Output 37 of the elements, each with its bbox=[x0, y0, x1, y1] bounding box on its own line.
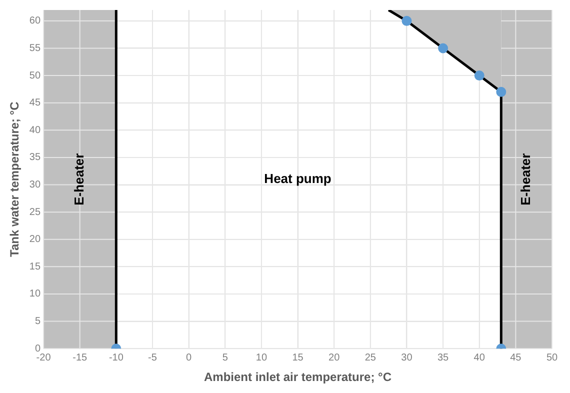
x-tick-label: 30 bbox=[401, 352, 413, 364]
y-tick-label: 35 bbox=[29, 152, 41, 164]
x-tick-label: -5 bbox=[148, 352, 158, 364]
x-tick-label: 25 bbox=[364, 352, 376, 364]
x-tick-label: 35 bbox=[437, 352, 450, 364]
point bbox=[402, 16, 412, 26]
x-tick-label: 20 bbox=[328, 352, 340, 364]
y-tick-label: 55 bbox=[29, 42, 41, 54]
y-tick-label: 0 bbox=[34, 343, 41, 354]
point bbox=[474, 70, 484, 81]
x-axis-title: Ambient inlet air temperature; °C bbox=[204, 370, 392, 384]
x-tick-label: -20 bbox=[36, 352, 52, 364]
y-tick-label: 15 bbox=[29, 261, 41, 272]
annotation: Heat pump bbox=[264, 170, 332, 186]
point bbox=[496, 86, 506, 97]
x-tick-label: 50 bbox=[546, 352, 558, 364]
y-axis-title: Tank water temperature; °C bbox=[8, 101, 22, 257]
x-tick-label: 15 bbox=[292, 352, 304, 364]
y-tick-label: 40 bbox=[29, 124, 41, 136]
x-tick-label: -15 bbox=[72, 352, 88, 364]
x-tick-label: 10 bbox=[256, 352, 268, 364]
x-tick-label: 45 bbox=[510, 352, 522, 364]
x-tick-label: -10 bbox=[108, 352, 124, 364]
y-tick-label: 20 bbox=[29, 234, 41, 246]
y-tick-label: 45 bbox=[29, 98, 41, 109]
x-tick-label: 5 bbox=[222, 352, 228, 364]
y-tick-label: 10 bbox=[29, 288, 41, 300]
y-tick-label: 30 bbox=[29, 180, 41, 191]
point bbox=[438, 43, 448, 54]
y-tick-label: 50 bbox=[29, 70, 41, 82]
x-tick-label: 0 bbox=[186, 352, 192, 364]
y-tick-label: 5 bbox=[34, 316, 41, 328]
band-label: E-heater bbox=[518, 153, 534, 206]
x-tick-label: 40 bbox=[474, 352, 486, 364]
y-tick-label: 60 bbox=[29, 16, 41, 27]
band-label: E-heater bbox=[71, 153, 86, 206]
y-tick-label: 25 bbox=[29, 206, 41, 218]
